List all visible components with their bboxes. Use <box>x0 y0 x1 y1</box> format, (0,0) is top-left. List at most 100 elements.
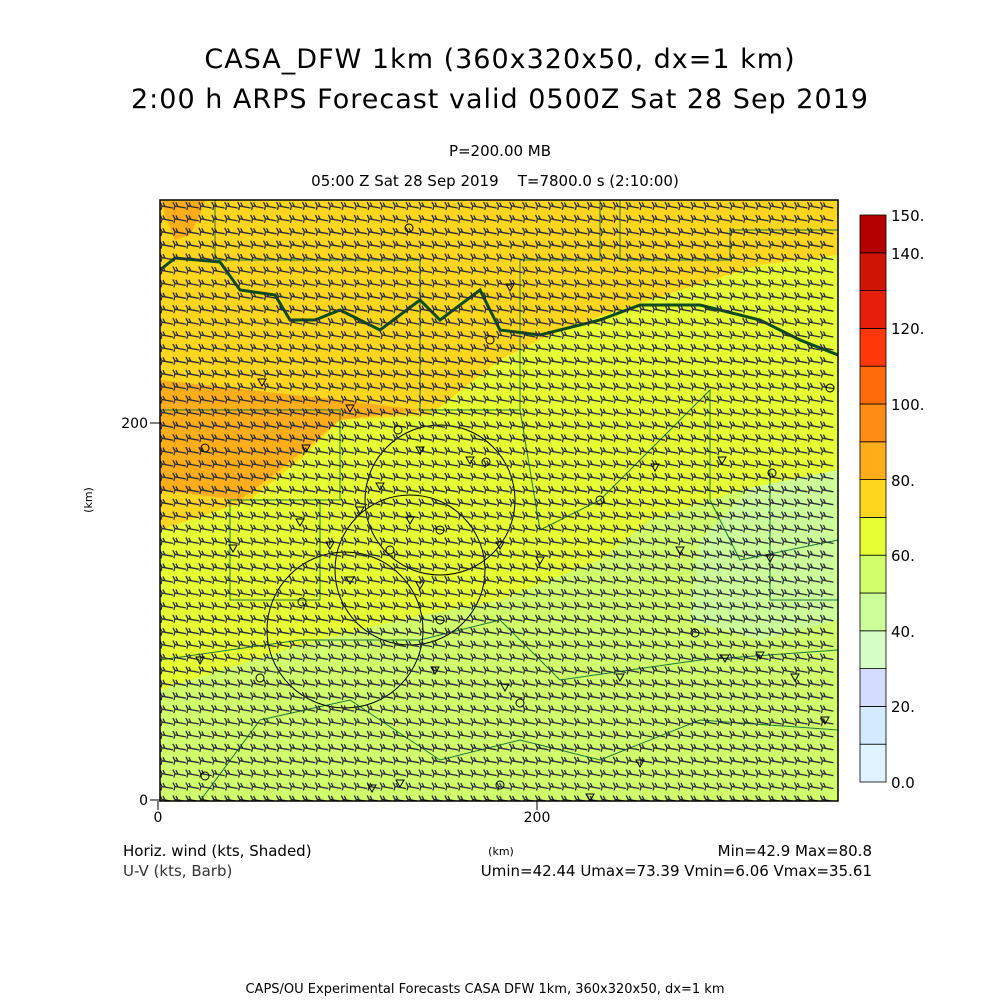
wind-barb <box>392 537 407 546</box>
wind-barb <box>379 679 394 688</box>
wind-barb <box>262 304 277 314</box>
wind-barb <box>819 627 834 636</box>
wind-barb <box>780 292 795 301</box>
wind-barb <box>793 201 808 211</box>
wind-barb <box>353 614 368 623</box>
wind-barb <box>716 691 730 701</box>
wind-barb <box>586 782 601 791</box>
wind-barb <box>521 782 536 791</box>
wind-barb <box>172 537 187 546</box>
wind-barb <box>327 575 342 585</box>
wind-barb <box>742 730 756 740</box>
wind-barb <box>314 537 329 546</box>
wind-barb <box>651 704 666 714</box>
wind-barb <box>392 614 407 623</box>
wind-barb <box>677 717 692 727</box>
wind-barb <box>690 292 705 301</box>
station-marker <box>228 544 238 554</box>
wind-barb <box>819 601 834 611</box>
wind-barb <box>211 782 225 791</box>
wind-barb <box>729 562 743 572</box>
wind-barb <box>457 524 471 533</box>
wind-barb <box>431 266 446 275</box>
wind-barb <box>599 395 614 404</box>
wind-barb <box>470 408 484 417</box>
station-marker <box>767 468 777 478</box>
wind-barb <box>638 640 653 649</box>
wind-barb <box>780 382 795 391</box>
wind-barb <box>327 769 342 778</box>
wind-barb <box>496 588 510 598</box>
wind-barb <box>612 253 627 262</box>
wind-barb <box>703 459 717 469</box>
wind-barb <box>586 356 601 365</box>
wind-barb <box>560 421 575 430</box>
wind-barb <box>431 201 446 211</box>
wind-barb <box>677 498 692 507</box>
wind-barb <box>211 292 225 301</box>
wind-barb <box>742 369 756 378</box>
wind-barb <box>547 446 562 456</box>
wind-barb <box>612 717 627 727</box>
wind-barb <box>755 433 769 443</box>
wind-barb <box>755 304 769 314</box>
wind-barb <box>431 524 446 533</box>
wind-barb <box>496 743 510 752</box>
wind-barb <box>677 472 692 482</box>
wind-barb <box>625 369 640 378</box>
wind-barb <box>573 498 588 507</box>
wind-barb <box>560 395 575 404</box>
wind-barb <box>198 266 212 275</box>
wind-barb <box>198 227 212 236</box>
wind-barb <box>431 369 446 378</box>
wind-barb <box>172 433 187 443</box>
wind-barb <box>586 691 601 701</box>
wind-barb <box>366 653 381 662</box>
wind-barb <box>573 601 588 611</box>
wind-barb <box>599 782 614 791</box>
wind-barb <box>160 336 161 337</box>
wind-barb <box>314 627 329 636</box>
wind-barb <box>716 266 730 275</box>
wind-barb <box>444 550 458 559</box>
wind-barb <box>560 227 575 236</box>
station-marker <box>790 673 800 683</box>
wind-barb <box>755 279 769 288</box>
pressure-level: P=200.00 MB <box>448 142 552 160</box>
wind-barb <box>509 537 523 546</box>
wind-barb <box>470 717 484 727</box>
wind-barb <box>716 562 730 572</box>
wind-barb <box>703 266 717 275</box>
wind-barb <box>638 601 653 611</box>
wind-barb <box>405 330 420 340</box>
wind-barb <box>405 201 420 211</box>
wind-barb <box>262 575 277 585</box>
wind-barb <box>418 446 433 456</box>
wind-barb <box>444 201 458 211</box>
wind-barb <box>418 511 433 520</box>
wind-barb <box>237 292 251 301</box>
wind-barb <box>160 485 174 494</box>
wind-barb <box>211 588 225 598</box>
wind-barb <box>703 562 717 572</box>
wind-barb <box>262 717 277 727</box>
wind-barb <box>638 756 653 765</box>
wind-barb <box>457 562 471 572</box>
wind-barb <box>703 356 717 365</box>
wind-barb <box>819 717 834 727</box>
wind-barb <box>651 356 666 365</box>
wind-barb <box>586 769 601 778</box>
wind-barb <box>172 330 187 340</box>
station-marker <box>500 683 510 693</box>
wind-barb <box>211 691 225 701</box>
wind-barb <box>599 769 614 778</box>
wind-barb <box>806 382 821 391</box>
wind-barb <box>457 756 471 765</box>
wind-barb <box>314 485 329 494</box>
wind-barb <box>521 524 536 533</box>
wind-barb <box>742 459 756 469</box>
wind-barb <box>353 679 368 688</box>
wind-barb <box>483 679 497 688</box>
wind-barb <box>198 782 212 791</box>
wind-barb <box>237 253 251 262</box>
